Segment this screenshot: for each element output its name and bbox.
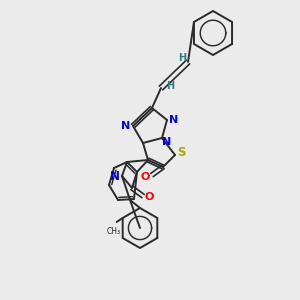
Text: H: H [166, 81, 174, 91]
Text: O: O [140, 172, 150, 182]
Text: N: N [162, 137, 172, 147]
Text: S: S [177, 146, 185, 160]
Text: O: O [144, 192, 154, 202]
Text: H: H [178, 53, 186, 63]
Text: N: N [110, 170, 120, 184]
Text: N: N [169, 115, 178, 125]
Text: CH₃: CH₃ [106, 227, 121, 236]
Text: N: N [122, 121, 130, 131]
